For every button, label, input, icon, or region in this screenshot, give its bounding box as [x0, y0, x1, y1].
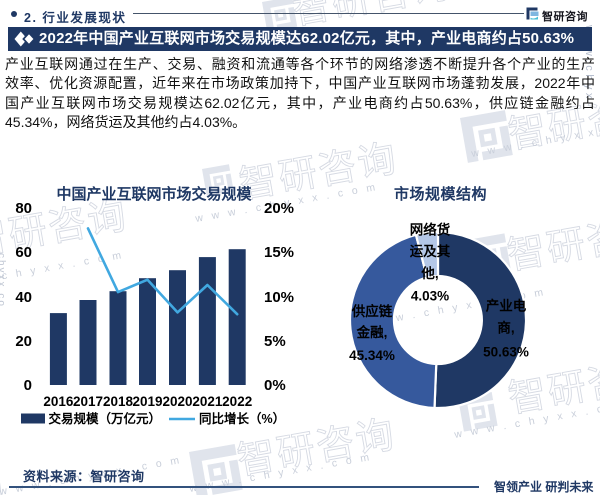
svg-text:20: 20	[15, 333, 32, 350]
svg-text:0%: 0%	[264, 377, 286, 394]
svg-text:中国产业互联网市场交易规模: 中国产业互联网市场交易规模	[56, 185, 252, 203]
svg-text:60: 60	[15, 244, 32, 261]
svg-text:运及其: 运及其	[410, 244, 451, 259]
svg-text:10%: 10%	[264, 289, 294, 306]
svg-text:0: 0	[24, 377, 32, 394]
svg-text:chyxx.co: chyxx.co	[0, 253, 7, 308]
svg-text:商,: 商,	[497, 320, 514, 336]
svg-text:15%: 15%	[264, 244, 294, 261]
svg-text:他,: 他,	[420, 265, 438, 281]
svg-text:供应链: 供应链	[351, 303, 393, 319]
svg-text:50.63%: 50.63%	[483, 345, 529, 360]
svg-text:网络货: 网络货	[410, 221, 451, 237]
svg-text:金融,: 金融,	[356, 324, 388, 340]
svg-text:2016: 2016	[43, 394, 74, 409]
svg-text:40: 40	[15, 289, 32, 306]
svg-text:产业电: 产业电	[486, 298, 527, 314]
svg-text:2021: 2021	[192, 394, 223, 409]
svg-text:5%: 5%	[264, 333, 286, 350]
svg-text:45.34%: 45.34%	[349, 348, 395, 363]
svg-text:80: 80	[15, 200, 32, 217]
svg-text:2022: 2022	[222, 394, 252, 409]
svg-text:同比增长（%）: 同比增长（%）	[199, 411, 285, 426]
svg-text:2020: 2020	[162, 394, 192, 409]
svg-text:20%: 20%	[264, 200, 294, 217]
svg-text:2018: 2018	[103, 394, 134, 409]
svg-text:2017: 2017	[73, 394, 103, 409]
svg-text:2019: 2019	[132, 394, 162, 409]
svg-text:4.03%: 4.03%	[411, 289, 449, 304]
svg-text:市场规模结构: 市场规模结构	[394, 185, 487, 203]
svg-text:交易规模（万亿元）: 交易规模（万亿元）	[49, 411, 162, 426]
